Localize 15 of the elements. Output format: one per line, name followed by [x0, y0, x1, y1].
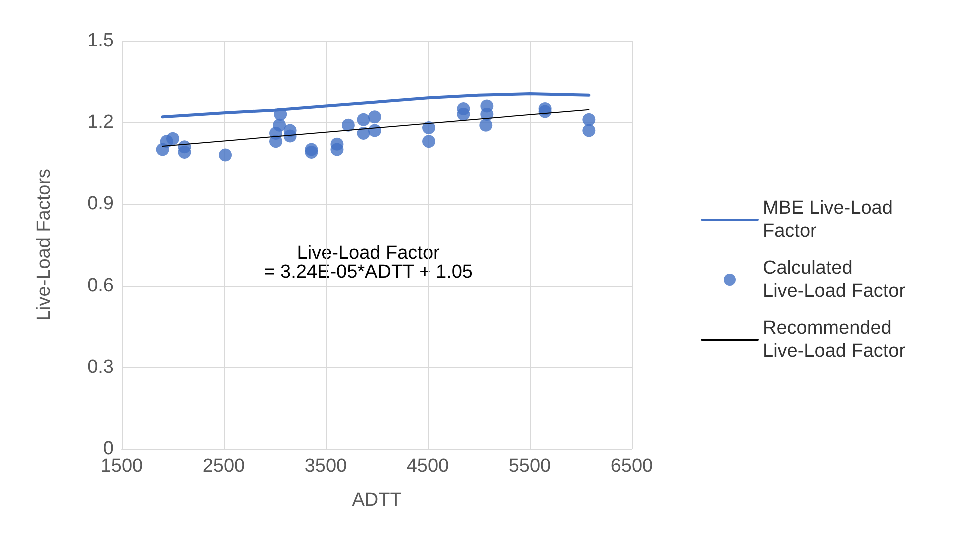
legend-label: Recommended Live-Load Factor	[763, 318, 906, 362]
y-tick-label: 0.9	[88, 194, 114, 215]
legend-label: MBE Live-Load Factor	[763, 198, 898, 242]
x-tick-label: 3500	[304, 456, 348, 477]
y-tick-label: 0.6	[88, 275, 114, 296]
y-tick-label: 1.5	[88, 30, 114, 52]
x-tick-label: 6500	[610, 456, 654, 477]
x-tick-label: 4500	[406, 456, 450, 477]
y-axis-title: Live-Load Factors	[34, 168, 55, 322]
y-tick-label: 0.3	[88, 356, 114, 378]
x-axis-title: ADTT	[352, 490, 402, 511]
x-tick-label: 2500	[202, 456, 246, 477]
x-tick-label: 5500	[508, 456, 552, 477]
y-tick-label: 1.2	[88, 112, 114, 134]
legend-label: Calculated Live-Load Factor	[763, 258, 906, 302]
